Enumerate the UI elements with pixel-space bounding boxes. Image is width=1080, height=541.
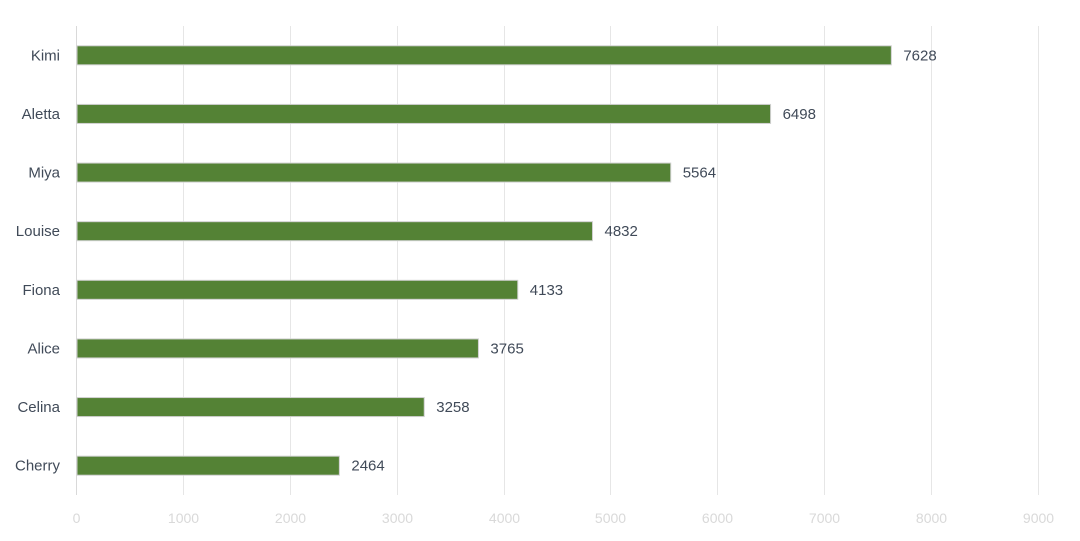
grid-lines xyxy=(76,26,1039,495)
value-label: 3765 xyxy=(490,340,523,357)
x-tick-label: 0 xyxy=(73,510,81,526)
x-tick-label: 1000 xyxy=(168,510,199,526)
bar xyxy=(76,279,519,300)
bar xyxy=(76,455,340,476)
x-tick-label: 6000 xyxy=(702,510,733,526)
category-label: Louise xyxy=(16,223,60,240)
category-label: Celina xyxy=(17,399,60,416)
value-label: 6498 xyxy=(783,106,816,123)
x-tick-label: 2000 xyxy=(275,510,306,526)
bar xyxy=(76,397,425,418)
bar xyxy=(76,338,479,359)
category-labels: Kimi Aletta Miya Louise Fiona Alice Celina Cher… xyxy=(15,47,61,474)
value-label: 7628 xyxy=(903,47,936,64)
category-label: Kimi xyxy=(31,47,60,64)
bars xyxy=(76,45,892,476)
x-tick-labels: 0 1000 2000 3000 4000 5000 6000 7000 8000 9000 xyxy=(73,510,1055,526)
bar xyxy=(76,221,593,242)
bar xyxy=(76,103,772,124)
bar xyxy=(76,45,892,66)
category-label: Alice xyxy=(27,340,60,357)
value-label: 4832 xyxy=(604,223,637,240)
value-label: 5564 xyxy=(683,165,716,182)
x-tick-label: 9000 xyxy=(1023,510,1054,526)
x-tick-label: 7000 xyxy=(809,510,840,526)
x-tick-label: 3000 xyxy=(382,510,413,526)
x-tick-label: 8000 xyxy=(916,510,947,526)
x-tick-label: 5000 xyxy=(595,510,626,526)
value-label: 2464 xyxy=(351,458,384,475)
category-label: Miya xyxy=(28,165,60,182)
value-label: 3258 xyxy=(436,399,469,416)
category-label: Aletta xyxy=(22,106,61,123)
category-label: Cherry xyxy=(15,458,61,475)
x-tick-label: 4000 xyxy=(489,510,520,526)
value-label: 4133 xyxy=(530,282,563,299)
bar xyxy=(76,162,672,183)
category-label: Fiona xyxy=(22,282,60,299)
value-labels: 7628 6498 5564 4832 4133 3765 3258 2464 xyxy=(351,47,936,474)
